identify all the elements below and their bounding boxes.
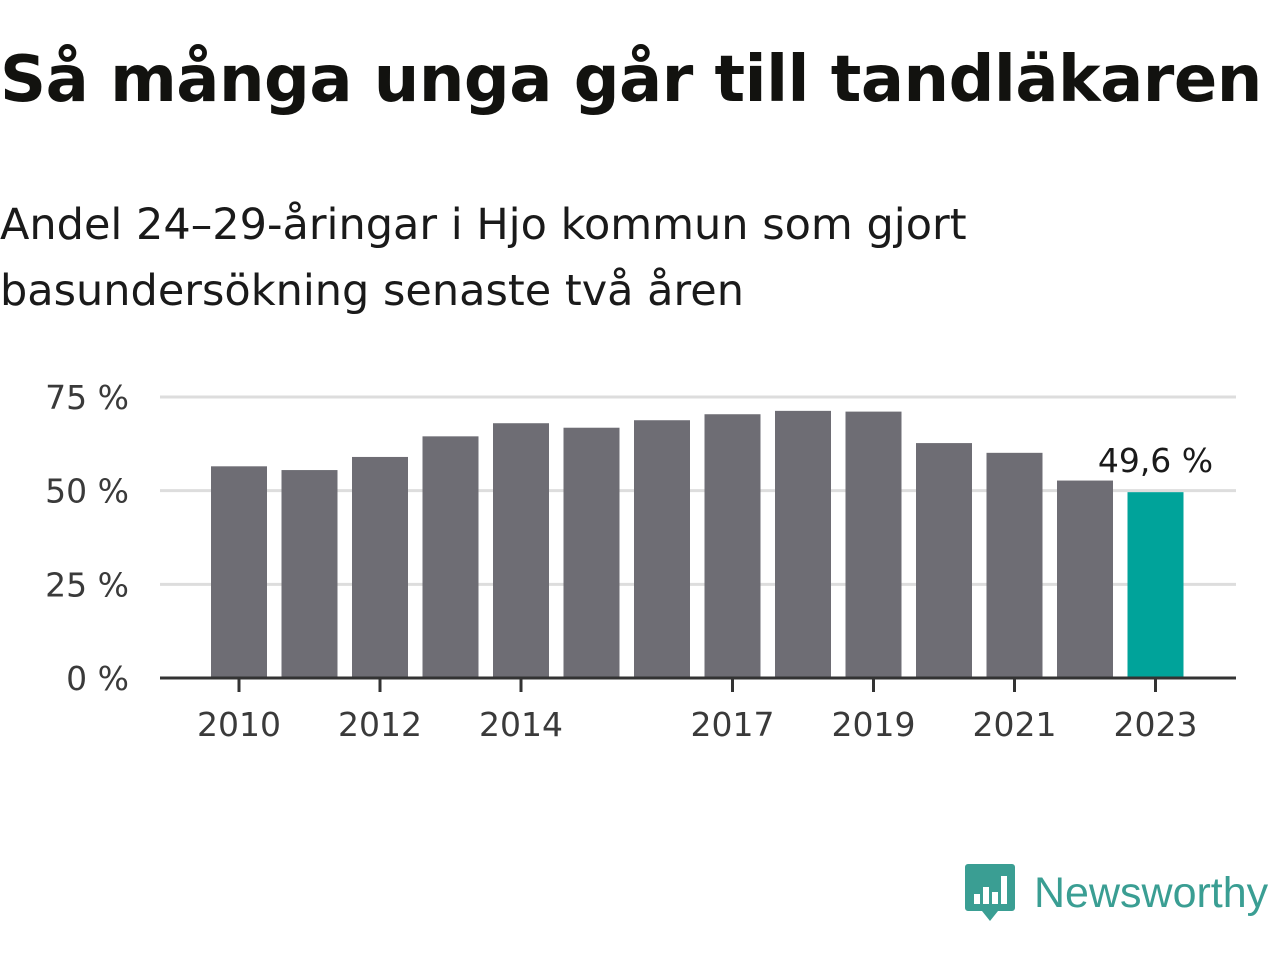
x-tick-label: 2019 — [832, 705, 916, 744]
brand-name: Newsworthy — [1034, 869, 1269, 917]
bar-2017 — [704, 414, 761, 678]
bar-2021 — [986, 452, 1043, 678]
bar-2010 — [211, 466, 267, 678]
y-tick-label: 50 % — [45, 472, 129, 511]
bar-2013 — [422, 436, 479, 678]
y-tick-label: 25 % — [45, 565, 129, 604]
y-axis-ticks: 0 % 25 % 50 % 75 % — [45, 378, 129, 698]
bar-2015 — [563, 427, 620, 678]
chart-subtitle: Andel 24–29-åringar i Hjo kommun som gjo… — [0, 200, 967, 316]
x-tick-label: 2010 — [197, 705, 281, 744]
y-tick-label: 0 % — [66, 659, 129, 698]
bar-2022 — [1057, 480, 1113, 678]
chart-title: Så många unga går till tandläkaren — [0, 43, 1262, 117]
grid-lines — [160, 395, 1236, 586]
y-tick-label: 75 % — [45, 378, 129, 417]
bar-2020 — [916, 443, 972, 678]
x-axis-ticks: 2010 2012 2014 2017 2019 2021 2023 — [197, 678, 1197, 744]
x-tick-label: 2021 — [973, 705, 1057, 744]
newsworthy-logo: Newsworthy — [964, 862, 1268, 924]
data-label-highlight: 49,6 % — [1098, 441, 1213, 480]
chart-speech-bubble-icon — [965, 864, 1015, 921]
data-labels: 49,6 % — [1098, 441, 1213, 480]
x-tick-label: 2012 — [338, 705, 422, 744]
x-tick-label: 2017 — [691, 705, 775, 744]
bar-2014 — [493, 423, 549, 678]
bars — [211, 410, 1184, 678]
x-tick-label: 2014 — [479, 705, 563, 744]
bar-2023 — [1127, 492, 1184, 678]
bar-2012 — [352, 456, 408, 678]
bar-2018 — [775, 410, 831, 678]
x-tick-label: 2023 — [1114, 705, 1198, 744]
bar-2019 — [845, 411, 902, 678]
bar-chart: 0 % 25 % 50 % 75 % 2010 2012 2014 2017 2019 2021… — [45, 378, 1236, 744]
bar-2016 — [634, 420, 690, 678]
bar-2011 — [281, 470, 338, 678]
